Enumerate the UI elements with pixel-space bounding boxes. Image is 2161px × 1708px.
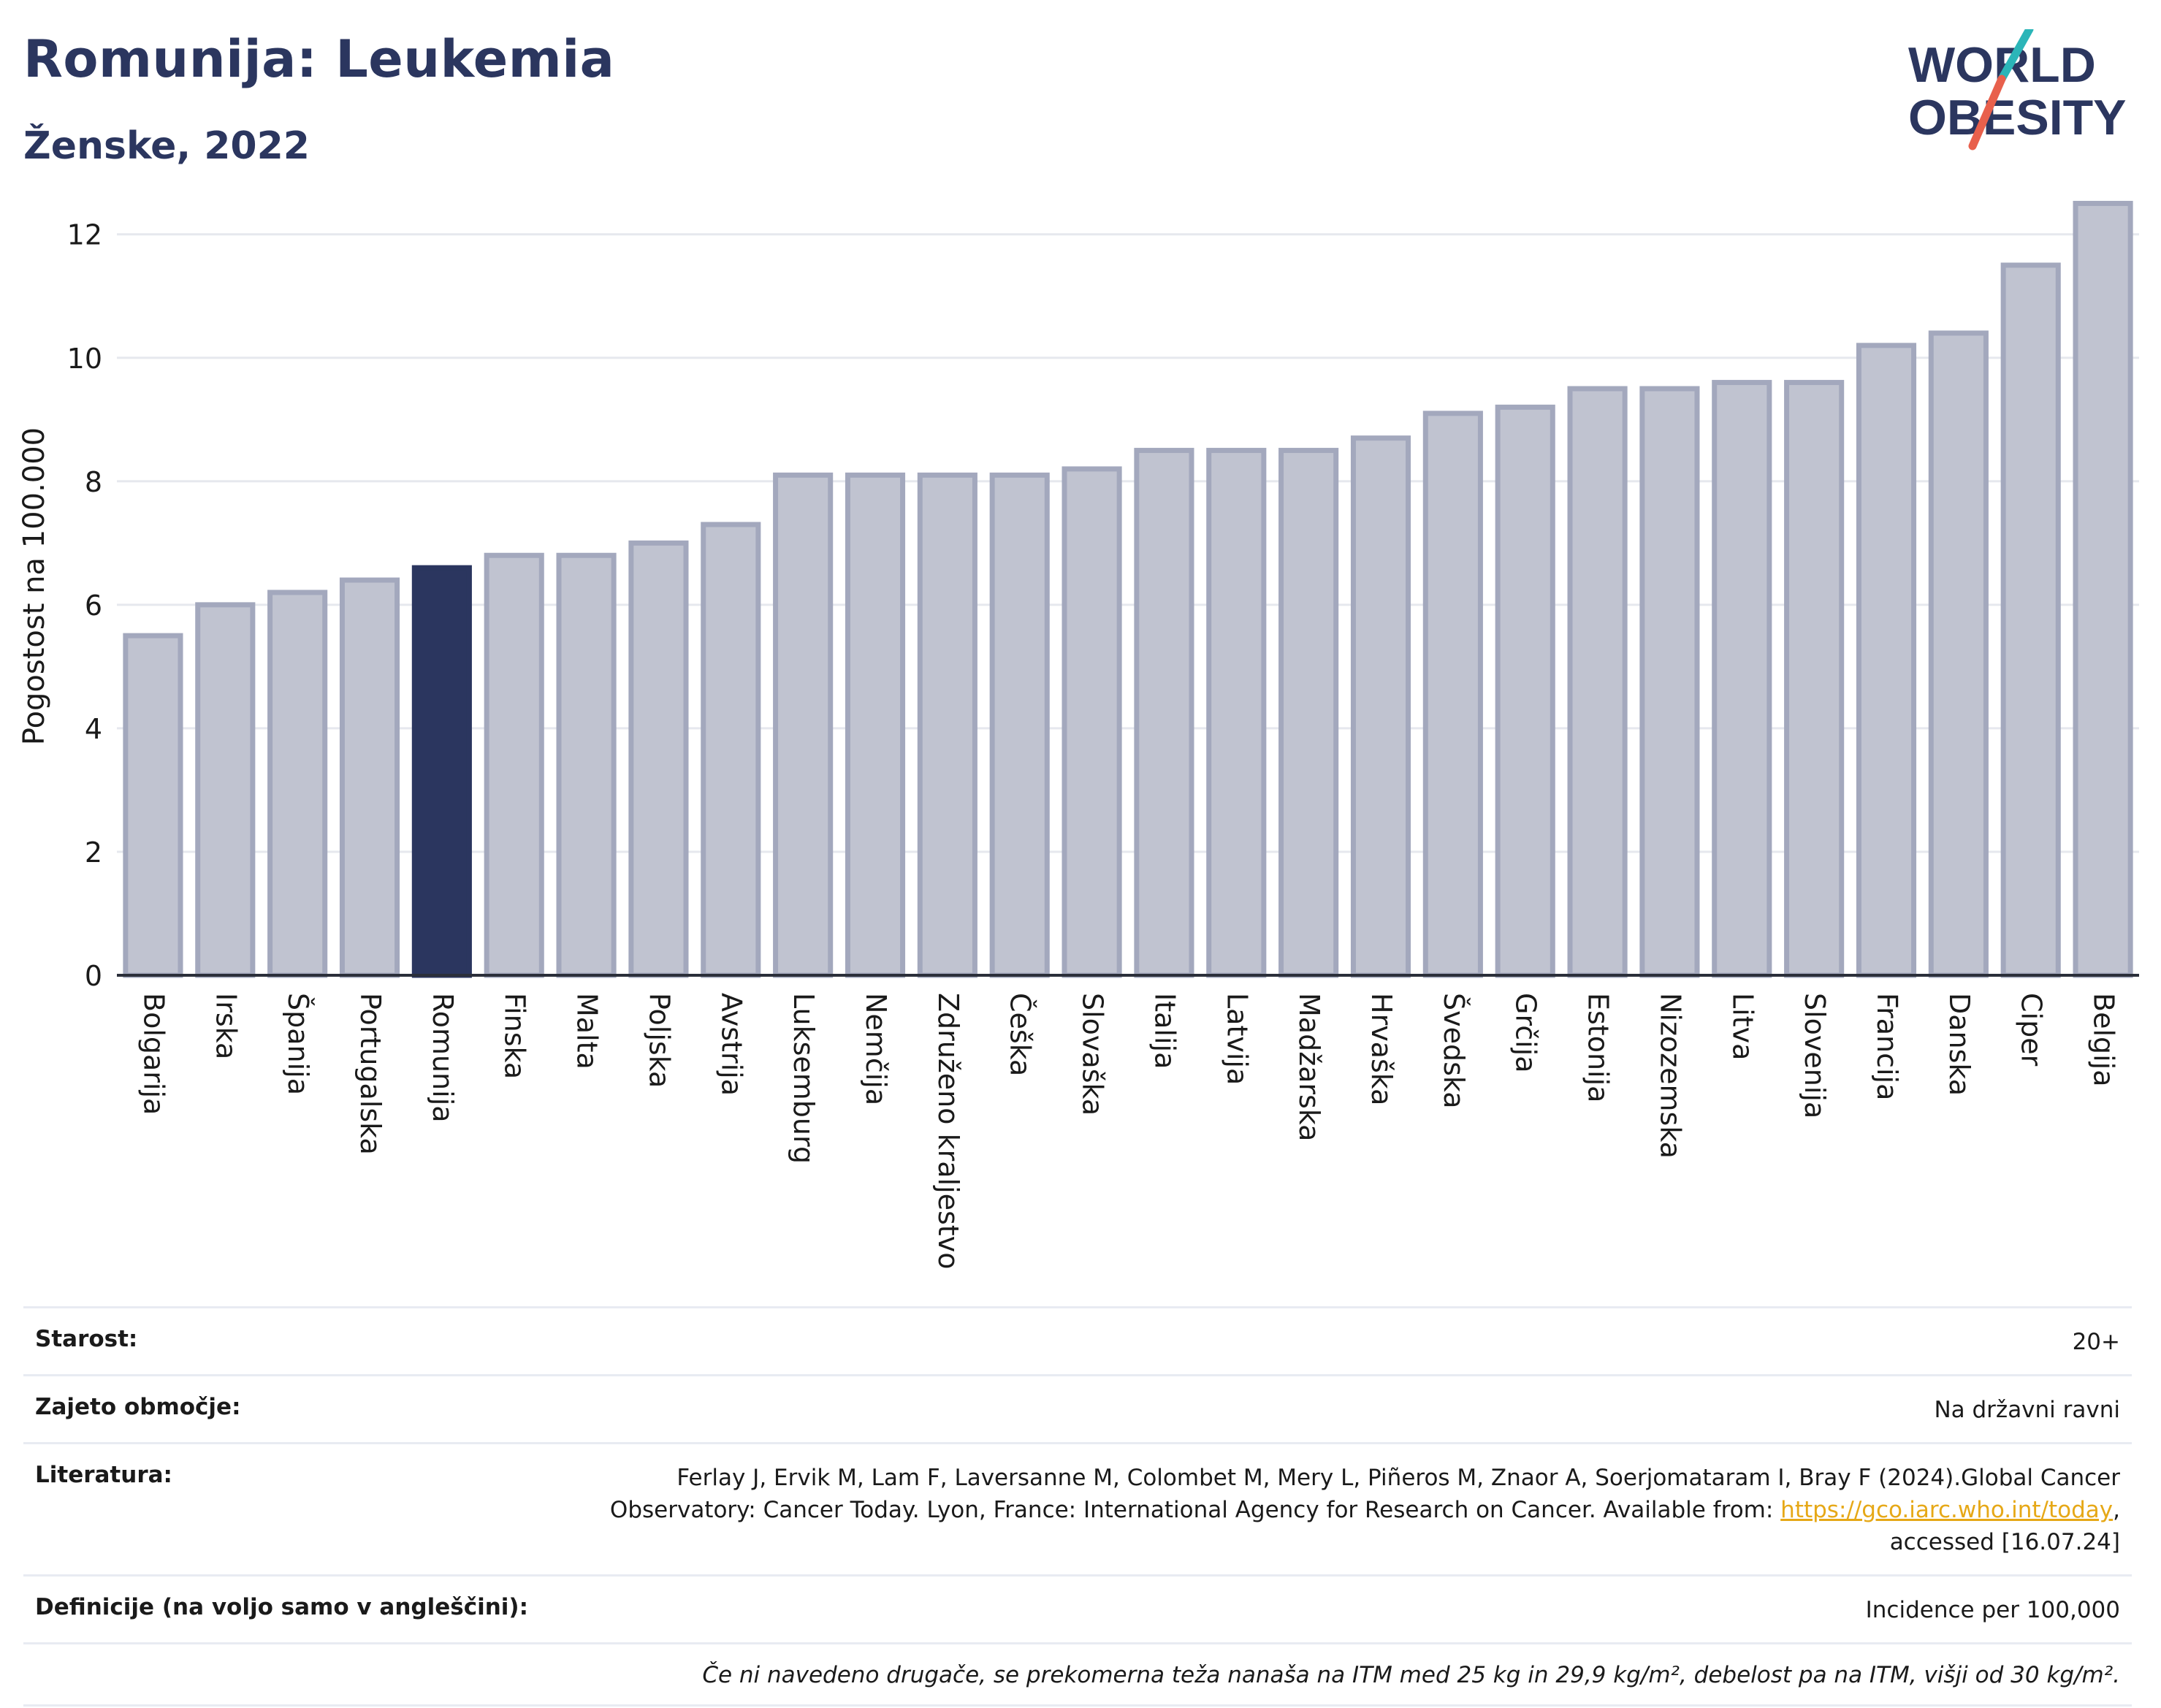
definitions-value: Incidence per 100,000 xyxy=(1865,1597,2120,1623)
bar-Francija xyxy=(1856,343,1917,978)
x-tick-label: Madžarska xyxy=(1293,993,1325,1141)
age-label: Starost: xyxy=(35,1326,138,1352)
x-tick-label: Bolgarija xyxy=(137,993,169,1115)
bar-Finska xyxy=(484,552,544,978)
logo-line2: OBESITY xyxy=(1908,90,2127,145)
area-value: Na državni ravni xyxy=(1934,1397,2120,1423)
bar-Italija xyxy=(1134,448,1194,978)
bar-Litva xyxy=(1712,380,1772,978)
reference-line-1: Ferlay J, Ervik M, Lam F, Laversanne M, … xyxy=(676,1465,2120,1491)
x-tick-label: Poljska xyxy=(643,993,675,1088)
info-row-area: Zajeto območje: Na državni ravni xyxy=(23,1374,2132,1442)
bar-Latvija xyxy=(1206,448,1267,978)
bar-Malta xyxy=(556,552,617,978)
x-tick-label: Avstrija xyxy=(715,993,747,1096)
bar-Nizozemska xyxy=(1639,386,1700,978)
reference-line-2-end: , xyxy=(2113,1497,2120,1523)
bar-Poljska xyxy=(628,540,689,978)
bar-Španija xyxy=(267,590,328,978)
x-tick-label: Malta xyxy=(571,993,603,1070)
bar-Nemčija xyxy=(845,472,906,978)
logo-slash-teal xyxy=(1997,29,2034,83)
x-tick-label: Združeno kraljestvo xyxy=(932,993,964,1269)
reference-value: Ferlay J, Ervik M, Lam F, Laversanne M, … xyxy=(610,1462,2120,1558)
x-tick-label: Hrvaška xyxy=(1365,993,1398,1105)
logo-slash-coral xyxy=(1968,75,2006,150)
y-tick-label: 2 xyxy=(85,836,102,869)
bar-Švedska xyxy=(1422,411,1483,978)
info-row-note: Če ni navedeno drugače, se prekomerna te… xyxy=(23,1642,2132,1707)
area-label: Zajeto območje: xyxy=(35,1394,241,1420)
x-tick-label: Češka xyxy=(1005,993,1037,1076)
y-tick-label: 12 xyxy=(67,219,102,251)
info-row-age: Starost: 20+ xyxy=(23,1306,2132,1374)
bar-Češka xyxy=(989,472,1050,978)
y-axis-title: Pogostost na 100.000 xyxy=(18,427,51,745)
x-tick-label: Estonija xyxy=(1582,993,1615,1102)
x-tick-label: Španija xyxy=(282,993,314,1095)
x-tick-label: Nemčija xyxy=(860,993,892,1105)
reference-label: Literatura: xyxy=(35,1462,172,1488)
x-tick-label: Irska xyxy=(210,993,242,1059)
x-tick-label: Danska xyxy=(1943,993,1975,1096)
x-tick-label: Ciper xyxy=(2016,993,2048,1067)
bar-Portugalska xyxy=(339,577,400,978)
y-tick-label: 8 xyxy=(85,466,102,498)
bar-Estonija xyxy=(1567,386,1628,978)
bar-Slovenija xyxy=(1784,380,1845,978)
reference-link[interactable]: https://gco.iarc.who.int/today xyxy=(1780,1497,2114,1523)
bar-Luksemburg xyxy=(773,472,834,978)
x-tick-label: Portugalska xyxy=(354,993,386,1155)
definitions-label: Definicije (na voljo samo v angleščini): xyxy=(35,1594,528,1620)
y-tick-label: 4 xyxy=(85,713,102,745)
page-title: Romunija: Leukemia xyxy=(23,29,615,89)
reference-line-3: accessed [16.07.24] xyxy=(1889,1529,2120,1555)
x-tick-label: Latvija xyxy=(1221,993,1253,1085)
bar-Združeno kraljestvo xyxy=(917,472,977,978)
age-value: 20+ xyxy=(2072,1329,2120,1355)
bar-Slovaška xyxy=(1062,466,1122,978)
footnote: Če ni navedeno drugače, se prekomerna te… xyxy=(702,1662,2120,1688)
x-tick-label: Belgija xyxy=(2088,993,2120,1087)
x-tick-label: Švedska xyxy=(1438,993,1470,1109)
x-tick-label: Grčija xyxy=(1510,993,1542,1073)
x-tick-label: Luksemburg xyxy=(788,993,820,1164)
y-tick-label: 0 xyxy=(85,960,102,992)
bar-Ciper xyxy=(2000,262,2061,978)
bars xyxy=(123,200,2133,978)
bar-Bolgarija xyxy=(123,633,183,978)
bar-Danska xyxy=(1928,330,1989,978)
info-row-reference: Literatura: Ferlay J, Ervik M, Lam F, La… xyxy=(23,1442,2132,1574)
bar-Hrvaška xyxy=(1350,435,1411,978)
bar-Irska xyxy=(195,602,256,978)
bar-Madžarska xyxy=(1278,448,1339,978)
x-tick-label: Romunija xyxy=(427,993,459,1123)
bar-chart: 0 2 4 6 8 10 12 Bolgarija Irska Španija Portugalsk… xyxy=(18,200,2139,1269)
world-obesity-logo: WORLD OBESITY xyxy=(1908,29,2127,150)
x-tick-label: Italija xyxy=(1148,993,1181,1069)
bar-Romunija xyxy=(411,565,472,978)
page-subtitle: Ženske, 2022 xyxy=(23,124,310,168)
axes: 0 2 4 6 8 10 12 Bolgarija Irska Španija Portugalsk… xyxy=(67,219,2139,1269)
x-tick-label: Slovenija xyxy=(1799,993,1831,1118)
info-row-definitions: Definicije (na voljo samo v angleščini):… xyxy=(23,1574,2132,1642)
bar-Belgija xyxy=(2073,200,2133,978)
y-tick-label: 10 xyxy=(67,343,102,375)
x-tick-label: Francija xyxy=(1871,993,1903,1100)
bar-Grčija xyxy=(1495,404,1555,978)
x-tick-label: Litva xyxy=(1726,993,1758,1060)
y-tick-label: 6 xyxy=(85,590,102,622)
x-tick-label: Finska xyxy=(499,993,531,1079)
reference-line-2: Observatory: Cancer Today. Lyon, France:… xyxy=(609,1497,1781,1523)
x-tick-label: Nizozemska xyxy=(1654,993,1686,1159)
bar-Avstrija xyxy=(701,522,761,978)
info-table: Starost: 20+ Zajeto območje: Na državni … xyxy=(23,1306,2132,1707)
x-tick-label: Slovaška xyxy=(1077,993,1109,1116)
